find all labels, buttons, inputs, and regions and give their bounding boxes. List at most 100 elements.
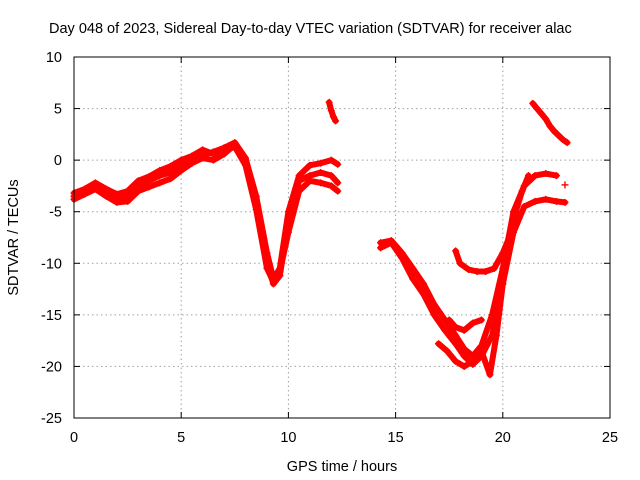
- data-point: [552, 172, 560, 180]
- plot-frame: [73, 56, 611, 419]
- data-point: [295, 187, 303, 195]
- data-point: [209, 156, 217, 164]
- data-point: [460, 352, 468, 360]
- data-point: [332, 117, 340, 125]
- data-point: [499, 280, 507, 288]
- data-point: [542, 115, 550, 123]
- data-point: [124, 197, 132, 205]
- data-point: [492, 331, 500, 339]
- data-point: [542, 170, 550, 178]
- data-point: [430, 311, 438, 319]
- data-point: [469, 319, 477, 327]
- data-point: [387, 237, 395, 245]
- data-point: [529, 99, 537, 107]
- y-tick-label: -20: [41, 359, 62, 375]
- data-point: [102, 192, 110, 200]
- data-point: [542, 195, 550, 203]
- data-point: [452, 357, 460, 365]
- data-point: [188, 152, 196, 160]
- data-point: [531, 172, 539, 180]
- data-point: [445, 316, 453, 324]
- data-point: [134, 187, 142, 195]
- data-point: [306, 161, 314, 169]
- data-point: [166, 162, 174, 170]
- series-track-h: [446, 317, 485, 334]
- data-point: [166, 169, 174, 177]
- data-point: [209, 150, 217, 158]
- data-point: [531, 197, 539, 205]
- data-point: [473, 268, 481, 276]
- data-point: [552, 197, 560, 205]
- data-point: [377, 239, 385, 247]
- data-point: [460, 362, 468, 370]
- data-point: [231, 143, 239, 151]
- x-tick-label: 25: [602, 430, 618, 446]
- x-tick-label: 15: [388, 430, 404, 446]
- data-point: [81, 185, 89, 193]
- y-tick-label: 10: [46, 50, 62, 66]
- data-point: [145, 173, 153, 181]
- data-point: [317, 169, 325, 177]
- data-point: [505, 234, 513, 241]
- data-point: [486, 371, 494, 379]
- grid-layer: [74, 57, 610, 418]
- data-point: [188, 159, 196, 167]
- data-point: [409, 275, 417, 283]
- data-point: [499, 249, 507, 257]
- data-point: [242, 161, 250, 169]
- data-point: [91, 185, 99, 193]
- data-point: [441, 326, 449, 334]
- data-point: [295, 177, 303, 185]
- data-point: [113, 198, 121, 206]
- y-tick-label: -10: [41, 256, 62, 272]
- data-point: [91, 179, 99, 187]
- data-point: [156, 179, 164, 187]
- data-point: [269, 278, 277, 286]
- data-point: [460, 345, 468, 353]
- y-axis-label: SDTVAR / TECUs: [6, 179, 22, 295]
- data-point: [145, 183, 153, 191]
- data-point: [561, 198, 569, 206]
- data-point: [317, 179, 325, 187]
- data-point: [306, 177, 314, 185]
- data-point: [220, 147, 228, 155]
- data-point: [430, 301, 438, 309]
- data-point: [334, 160, 342, 168]
- data-point: [434, 340, 442, 348]
- data-point: [477, 316, 485, 324]
- data-point: [490, 264, 498, 272]
- data-point: [559, 136, 567, 144]
- data-point: [512, 218, 520, 226]
- data-point: [325, 98, 333, 106]
- data-layer: [70, 98, 571, 379]
- data-point: [177, 166, 185, 174]
- data-point: [452, 331, 460, 339]
- data-point: [555, 131, 563, 139]
- data-point: [443, 347, 451, 355]
- data-point: [419, 280, 427, 288]
- data-point: [561, 181, 569, 189]
- series-track-c: [71, 143, 341, 285]
- tick-layer: 0 5 10 15 20 25 -25 -20 -15 -10 -5 0 5 10: [41, 50, 618, 446]
- data-point: [199, 146, 207, 154]
- data-point: [134, 177, 142, 185]
- data-point: [327, 172, 335, 180]
- data-point: [482, 268, 490, 276]
- data-point: [199, 154, 207, 162]
- data-point: [327, 182, 335, 190]
- data-point: [537, 110, 545, 118]
- data-point: [469, 357, 477, 365]
- data-point: [512, 208, 520, 216]
- x-tick-label: 0: [70, 430, 78, 446]
- data-point: [464, 265, 472, 273]
- data-point: [113, 190, 121, 198]
- chart-title: Day 048 of 2023, Sidereal Day-to-day VTE…: [49, 21, 572, 37]
- data-point: [525, 172, 533, 180]
- x-tick-label: 20: [495, 430, 511, 446]
- y-tick-label: -15: [41, 308, 62, 324]
- series-track-a: [71, 139, 341, 282]
- data-point: [124, 187, 132, 195]
- series-track-e: [377, 196, 568, 368]
- data-point: [156, 166, 164, 174]
